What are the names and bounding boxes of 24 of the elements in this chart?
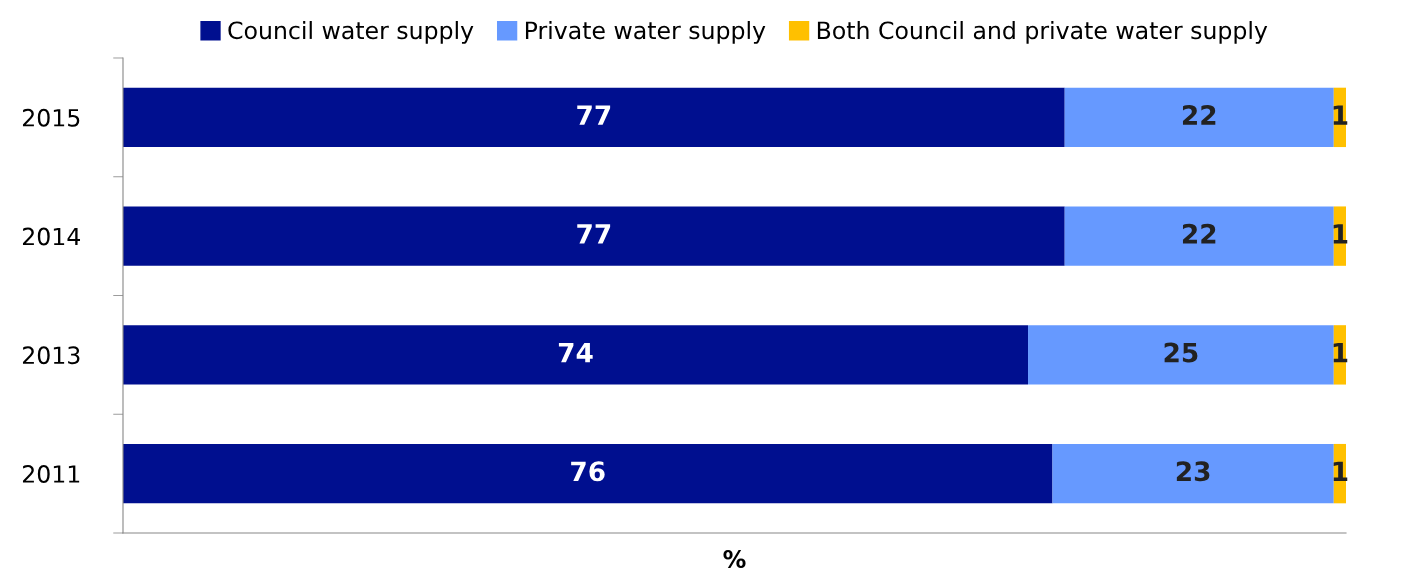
bar	[123, 87, 1065, 148]
bar	[1064, 206, 1334, 266]
y-tick-label: 2014	[22, 227, 81, 246]
legend-label: Council water supply	[228, 20, 474, 44]
data-label: 22	[1182, 105, 1216, 125]
bar	[1064, 87, 1334, 148]
data-label: 23	[1176, 461, 1210, 482]
y-tick-label: 2015	[22, 108, 80, 127]
data-label: 25	[1164, 342, 1198, 363]
bar	[123, 206, 1065, 266]
data-label: 76	[571, 461, 605, 482]
y-tick-label: 2013	[22, 346, 80, 365]
bar	[1028, 325, 1334, 385]
bar	[123, 443, 1053, 504]
data-label: 77	[577, 224, 611, 244]
x-axis-title: %	[723, 550, 746, 568]
bar	[1052, 443, 1334, 504]
data-label: 77	[577, 105, 611, 125]
data-label: 22	[1182, 223, 1216, 244]
bar	[123, 325, 1029, 385]
legend-label: Both Council and private water supply	[817, 20, 1268, 44]
y-tick-label: 2011	[22, 465, 80, 483]
data-label: 74	[558, 342, 593, 363]
legend-label: Private water supply	[525, 20, 766, 44]
